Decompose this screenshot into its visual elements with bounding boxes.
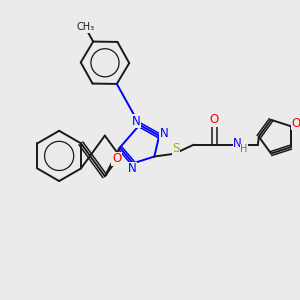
Text: CH₃: CH₃: [76, 22, 94, 32]
Text: O: O: [112, 152, 121, 165]
Text: N: N: [233, 137, 242, 150]
Text: N: N: [132, 115, 140, 128]
Text: N: N: [160, 127, 169, 140]
Text: H: H: [240, 144, 248, 154]
Text: O: O: [292, 117, 300, 130]
Text: O: O: [210, 113, 219, 126]
Text: N: N: [128, 162, 137, 175]
Text: S: S: [172, 142, 180, 155]
